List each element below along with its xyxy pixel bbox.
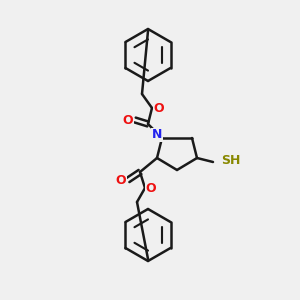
Text: O: O: [123, 113, 133, 127]
Text: N: N: [152, 128, 162, 142]
Text: SH: SH: [221, 154, 240, 167]
Text: O: O: [154, 101, 164, 115]
Text: O: O: [146, 182, 156, 194]
Text: O: O: [116, 173, 126, 187]
